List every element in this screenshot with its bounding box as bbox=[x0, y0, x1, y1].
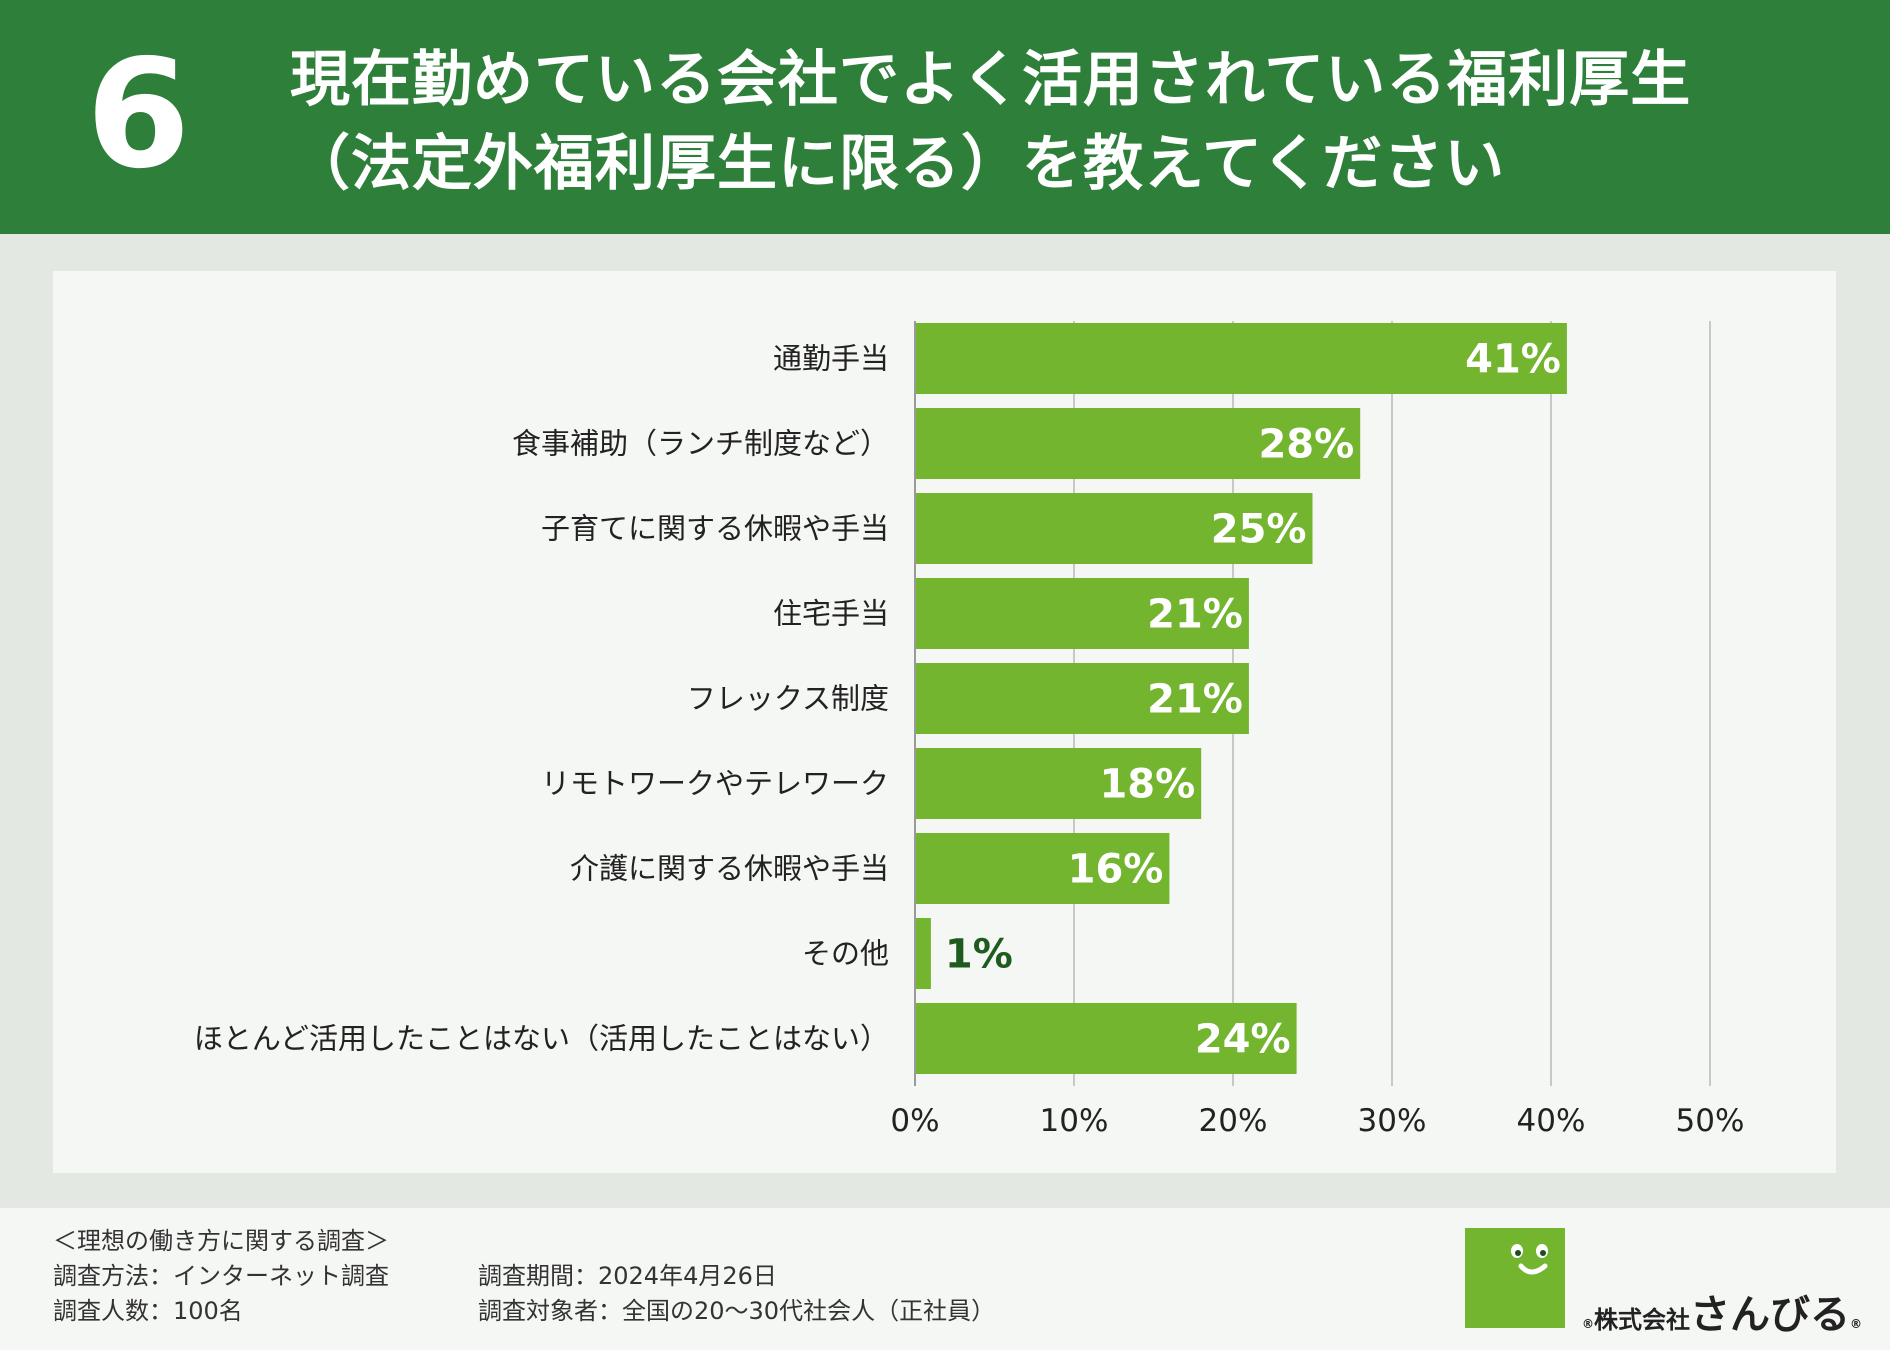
footer bbox=[0, 1208, 1890, 1350]
category-label: 通勤手当 bbox=[773, 342, 889, 376]
category-label: ほとんど活用したことはない（活用したことはない） bbox=[194, 1022, 889, 1056]
company-logo-text: ®株式会社さんびる® bbox=[1582, 1282, 1862, 1340]
smile-face-icon bbox=[1511, 1244, 1548, 1275]
bar bbox=[915, 493, 1313, 564]
survey-method: 調査方法：インターネット調査 bbox=[53, 1262, 389, 1290]
survey-period: 調査期間：2024年4月26日 bbox=[478, 1262, 777, 1290]
bar-value-label: 41% bbox=[1465, 337, 1561, 383]
bar-value-label: 16% bbox=[1068, 847, 1164, 893]
category-label: リモトワークやテレワーク bbox=[541, 767, 889, 801]
company-logo-mark bbox=[1465, 1228, 1565, 1328]
survey-info: ＜理想の働き方に関する調査＞ 調査方法：インターネット調査 調査期間：2024年… bbox=[53, 1224, 995, 1329]
category-label: 食事補助（ランチ制度など） bbox=[512, 427, 889, 461]
chart-panel: 通勤手当 41% 食事補助（ランチ制度など） 28% 子育てに関する休暇や手当 25% 住宅… bbox=[53, 271, 1836, 1173]
header-banner: 6 現在勤めている会社でよく活用されている福利厚生 （法定外福利厚生に限る）を教… bbox=[0, 0, 1890, 234]
bar bbox=[915, 323, 1567, 394]
x-tick-label: 50% bbox=[1676, 1103, 1745, 1139]
survey-count: 調査人数：100名 bbox=[53, 1297, 243, 1325]
x-tick-label: 30% bbox=[1358, 1103, 1427, 1139]
title-line-2: （法定外福利厚生に限る）を教えてください bbox=[290, 129, 1506, 199]
registered-mark: ® bbox=[1582, 1317, 1594, 1331]
category-label: 子育てに関する休暇や手当 bbox=[541, 512, 889, 546]
registered-mark-2: ® bbox=[1850, 1317, 1862, 1331]
question-number: 6 bbox=[86, 28, 191, 202]
survey-title: ＜理想の働き方に関する調査＞ bbox=[53, 1227, 389, 1255]
bar bbox=[915, 1003, 1297, 1074]
title-line-1: 現在勤めている会社でよく活用されている福利厚生 bbox=[290, 45, 1692, 115]
category-label: 介護に関する休暇や手当 bbox=[570, 852, 889, 886]
bar-value-label: 18% bbox=[1099, 762, 1195, 808]
x-tick-label: 40% bbox=[1517, 1103, 1586, 1139]
company-name: さんびる bbox=[1690, 1292, 1850, 1338]
bar-chart: 通勤手当 41% 食事補助（ランチ制度など） 28% 子育てに関する休暇や手当 25% 住宅… bbox=[194, 321, 1745, 1139]
x-tick-label: 10% bbox=[1040, 1103, 1109, 1139]
bar bbox=[915, 578, 1249, 649]
category-label: 住宅手当 bbox=[773, 597, 889, 631]
category-label: その他 bbox=[802, 937, 889, 971]
bar bbox=[915, 833, 1170, 904]
bar bbox=[915, 408, 1361, 479]
bar bbox=[915, 918, 931, 989]
x-tick-label: 0% bbox=[890, 1103, 939, 1139]
survey-target: 調査対象者：全国の20〜30代社会人（正社員） bbox=[478, 1297, 996, 1325]
bar bbox=[915, 663, 1249, 734]
bar bbox=[915, 748, 1202, 819]
bar-value-label: 28% bbox=[1258, 422, 1354, 468]
bar-value-label: 25% bbox=[1211, 507, 1307, 553]
question-title: 現在勤めている会社でよく活用されている福利厚生 （法定外福利厚生に限る）を教えて… bbox=[290, 38, 1691, 206]
bar-value-label: 21% bbox=[1147, 592, 1243, 638]
bar-value-label: 1% bbox=[945, 932, 1013, 978]
category-label: フレックス制度 bbox=[687, 682, 889, 716]
company-prefix: 株式会社 bbox=[1594, 1306, 1690, 1334]
bar-value-label: 24% bbox=[1195, 1017, 1291, 1063]
x-tick-label: 20% bbox=[1199, 1103, 1268, 1139]
bar-value-label: 21% bbox=[1147, 677, 1243, 723]
